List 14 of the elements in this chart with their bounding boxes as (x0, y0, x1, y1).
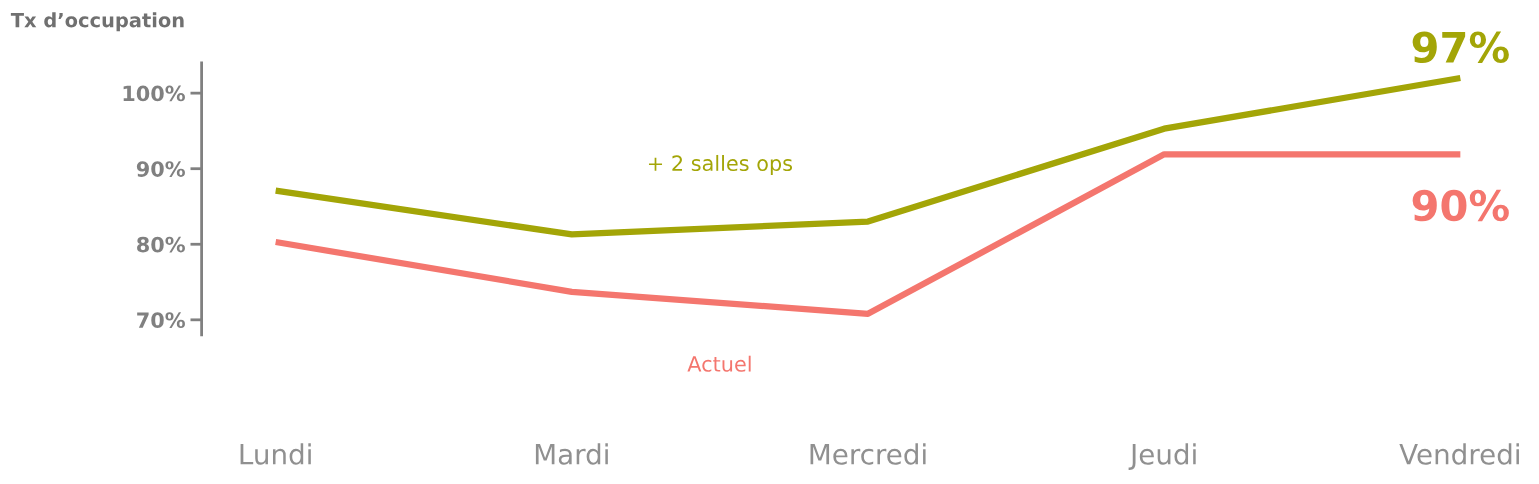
text: Actuel (687, 355, 751, 372)
y-axis-title: Tx d’occupation (10, 12, 184, 32)
text: + 2 salles ops (648, 154, 793, 176)
y-tick-label: 90% (136, 161, 185, 177)
x-tick-label: Vendredi (1399, 443, 1519, 465)
y-tick-label: 100% (123, 85, 185, 102)
x-tick-label: Jeudi (1128, 443, 1196, 470)
x-tick-label: Lundi (240, 443, 311, 465)
x-tick-label: Mercredi (810, 443, 926, 465)
y-tick-label: 70% (137, 312, 185, 329)
annotation: 90% (1412, 189, 1509, 222)
x-tick-label: Mardi (535, 443, 608, 465)
annotation: 97% (1412, 31, 1509, 64)
y-tick-label: 80% (137, 236, 185, 253)
